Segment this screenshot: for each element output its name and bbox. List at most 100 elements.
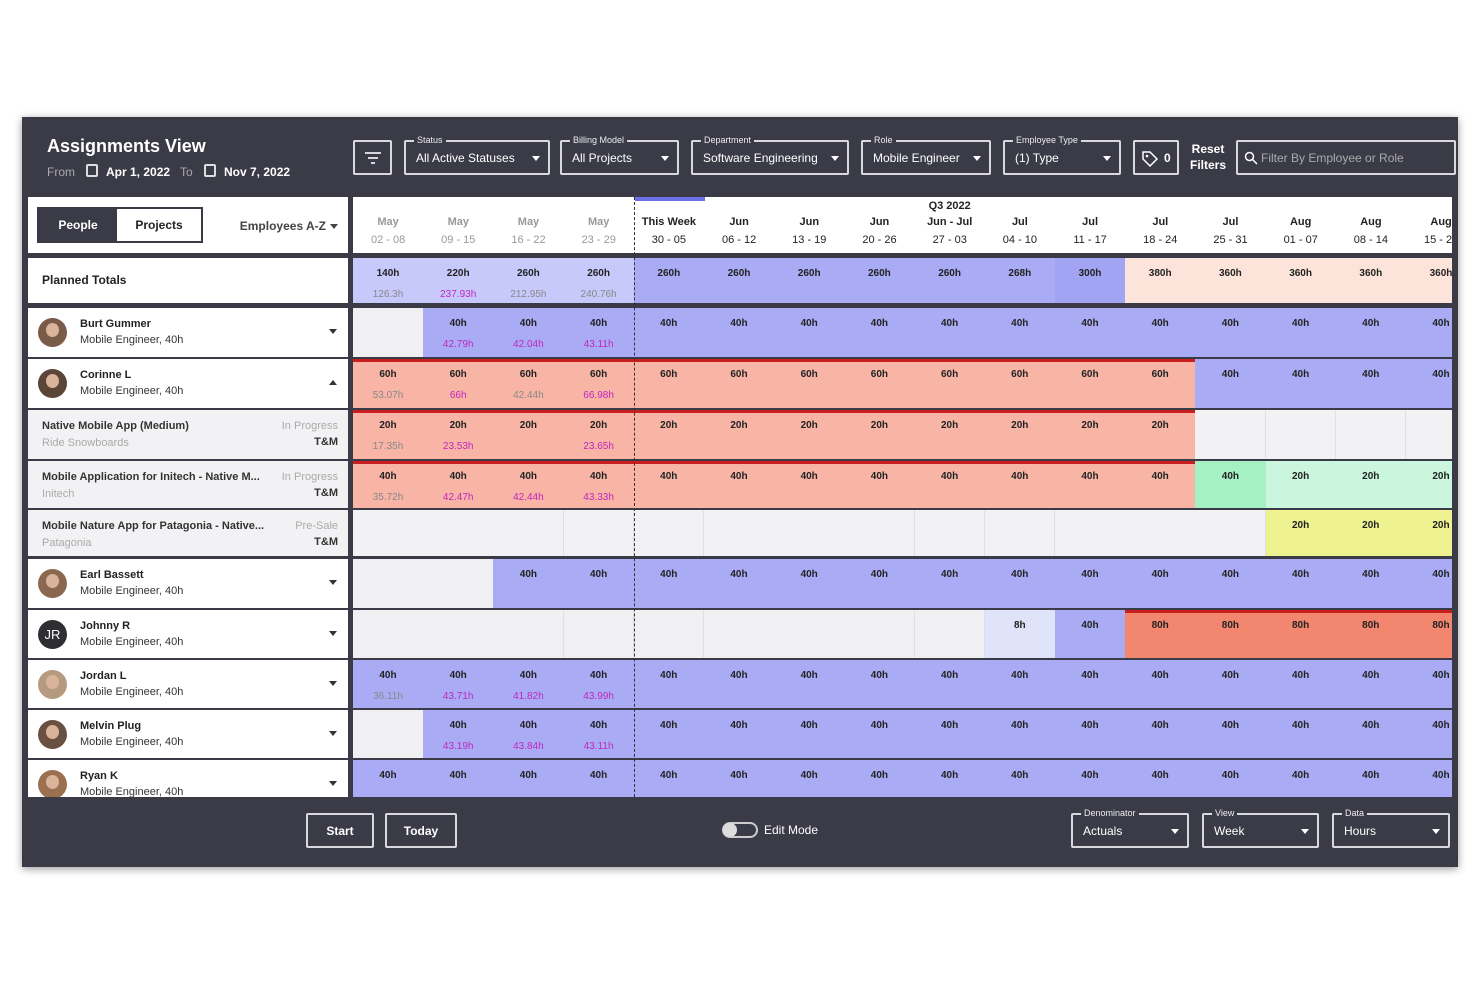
schedule-cell[interactable]: 40h — [633, 660, 705, 708]
people-tab[interactable]: People — [39, 209, 117, 241]
schedule-cell[interactable]: 40h — [704, 710, 775, 758]
schedule-cell[interactable]: 40h 43.71h — [423, 660, 494, 708]
schedule-cell[interactable]: 40h — [1125, 760, 1196, 797]
schedule-cell[interactable]: 20h — [984, 410, 1056, 459]
dropdown[interactable]: Role Mobile Engineer — [861, 135, 991, 175]
schedule-cell[interactable]: 40h — [1055, 610, 1126, 658]
schedule-cell[interactable]: 20h 23.65h — [563, 410, 635, 459]
employee-row[interactable] — [28, 559, 348, 608]
schedule-cell[interactable]: 40h — [1406, 308, 1452, 357]
schedule-cell[interactable]: 40h — [774, 710, 845, 758]
schedule-cell[interactable]: 20h — [1335, 510, 1407, 556]
schedule-cell[interactable]: 40h — [844, 559, 916, 608]
schedule-cell[interactable] — [353, 510, 424, 556]
schedule-cell[interactable]: 60h — [1125, 359, 1196, 408]
schedule-cell[interactable]: 40h — [1055, 308, 1126, 357]
schedule-cell[interactable]: 40h 43.33h — [563, 461, 635, 508]
schedule-cell[interactable]: 40h 43.11h — [563, 308, 635, 357]
schedule-cell[interactable]: 40h — [844, 308, 916, 357]
schedule-cell[interactable]: 40h — [984, 461, 1056, 508]
schedule-cell[interactable]: 40h — [563, 760, 635, 797]
schedule-cell[interactable]: 8h — [984, 610, 1056, 658]
schedule-cell[interactable]: 260h — [774, 258, 845, 303]
to-date[interactable]: Nov 7, 2022 — [224, 165, 291, 179]
schedule-cell[interactable] — [423, 610, 494, 658]
schedule-cell[interactable] — [1406, 410, 1452, 459]
schedule-cell[interactable]: 40h — [493, 559, 565, 608]
today-button[interactable]: Today — [385, 813, 457, 848]
schedule-cell[interactable]: 40h — [1195, 710, 1267, 758]
schedule-cell[interactable]: 40h — [353, 760, 424, 797]
schedule-cell[interactable] — [353, 308, 424, 357]
expand-caret[interactable] — [329, 731, 337, 736]
schedule-cell[interactable] — [353, 559, 424, 608]
schedule-cell[interactable] — [844, 610, 916, 658]
schedule-cell[interactable] — [563, 510, 635, 556]
schedule-cell[interactable]: 40h — [774, 559, 845, 608]
schedule-cell[interactable]: 220h 237.93h — [423, 258, 494, 303]
schedule-cell[interactable]: 40h — [1406, 559, 1452, 608]
schedule-cell[interactable]: 380h — [1125, 258, 1196, 303]
schedule-cell[interactable]: 40h — [774, 760, 845, 797]
schedule-cell[interactable]: 20h — [1265, 461, 1337, 508]
projects-tab[interactable]: Projects — [135, 218, 183, 232]
schedule-cell[interactable] — [1335, 410, 1407, 459]
schedule-cell[interactable]: 40h — [1195, 559, 1267, 608]
project-row[interactable] — [28, 410, 348, 459]
schedule-cell[interactable]: 40h — [633, 559, 705, 608]
schedule-cell[interactable]: 60h 42.44h — [493, 359, 565, 408]
schedule-cell[interactable]: 40h — [633, 308, 705, 357]
schedule-cell[interactable] — [423, 510, 494, 556]
schedule-cell[interactable]: 40h — [914, 710, 986, 758]
schedule-cell[interactable]: 140h 126.3h — [353, 258, 424, 303]
schedule-cell[interactable]: 40h — [1335, 760, 1407, 797]
schedule-cell[interactable]: 40h 36.11h — [353, 660, 424, 708]
schedule-cell[interactable] — [423, 559, 494, 608]
dropdown[interactable]: Department Software Engineering — [691, 135, 849, 175]
schedule-cell[interactable]: 40h — [1265, 710, 1337, 758]
schedule-cell[interactable]: 40h 42.04h — [493, 308, 565, 357]
schedule-cell[interactable]: 40h — [1406, 660, 1452, 708]
schedule-cell[interactable]: 40h — [1265, 359, 1337, 408]
schedule-cell[interactable]: 40h — [1055, 760, 1126, 797]
schedule-cell[interactable] — [633, 610, 705, 658]
schedule-cell[interactable]: 20h — [1406, 461, 1452, 508]
schedule-cell[interactable]: 20h — [1335, 461, 1407, 508]
expand-caret[interactable] — [329, 681, 337, 686]
schedule-cell[interactable]: 20h — [1406, 510, 1452, 556]
schedule-cell[interactable] — [1125, 510, 1196, 556]
reset-filters[interactable]: Reset Filters — [1189, 142, 1226, 172]
schedule-cell[interactable]: 20h — [493, 410, 565, 459]
schedule-cell[interactable] — [633, 510, 705, 556]
search-input[interactable]: Filter By Employee or Role — [1236, 140, 1456, 175]
schedule-cell[interactable]: 20h — [1125, 410, 1196, 459]
schedule-cell[interactable] — [353, 710, 424, 758]
schedule-cell[interactable]: 260h 240.76h — [563, 258, 635, 303]
schedule-cell[interactable]: 40h — [1125, 559, 1196, 608]
schedule-cell[interactable]: 260h 212.95h — [493, 258, 565, 303]
schedule-cell[interactable]: 40h — [1335, 660, 1407, 708]
schedule-cell[interactable]: 20h — [1055, 410, 1126, 459]
schedule-cell[interactable] — [493, 610, 565, 658]
schedule-cell[interactable]: 40h — [704, 559, 775, 608]
schedule-cell[interactable]: 40h — [1335, 359, 1407, 408]
schedule-cell[interactable]: 40h — [704, 461, 775, 508]
schedule-cell[interactable] — [914, 510, 986, 556]
schedule-cell[interactable]: 20h 23.53h — [423, 410, 494, 459]
schedule-cell[interactable]: 40h — [1265, 760, 1337, 797]
schedule-cell[interactable]: 40h 42.47h — [423, 461, 494, 508]
schedule-cell[interactable]: 40h 43.99h — [563, 660, 635, 708]
dropdown[interactable]: Employee Type (1) Type — [1003, 135, 1121, 175]
schedule-cell[interactable]: 360h — [1265, 258, 1337, 303]
employee-row[interactable] — [28, 308, 348, 357]
expand-caret[interactable] — [329, 329, 337, 334]
schedule-cell[interactable]: 40h 43.19h — [423, 710, 494, 758]
schedule-cell[interactable]: 40h — [1335, 308, 1407, 357]
schedule-cell[interactable]: 40h 42.44h — [493, 461, 565, 508]
schedule-cell[interactable]: 40h — [704, 760, 775, 797]
schedule-cell[interactable]: 40h — [844, 461, 916, 508]
schedule-cell[interactable]: 40h — [844, 760, 916, 797]
schedule-cell[interactable]: 40h — [774, 308, 845, 357]
start-button[interactable]: Start — [306, 813, 374, 848]
sort-dropdown[interactable]: Employees A-Z — [239, 219, 326, 233]
